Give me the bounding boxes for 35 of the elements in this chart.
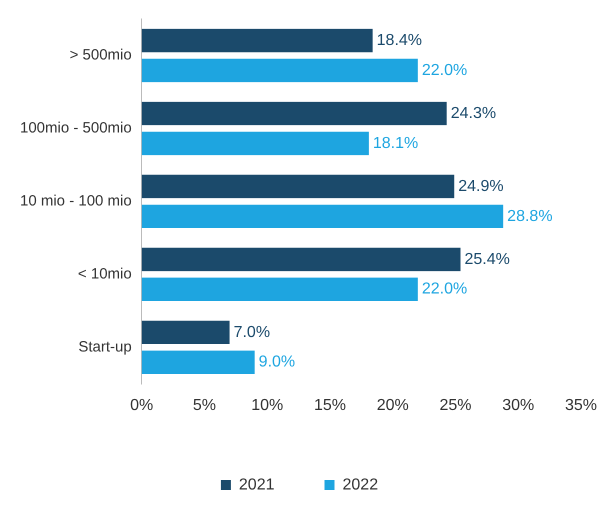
- x-tick-label: 30%: [502, 396, 534, 414]
- bar: [142, 350, 255, 374]
- x-tick-label: 10%: [251, 396, 284, 414]
- x-tick-label: 25%: [439, 396, 472, 414]
- data-label: 7.0%: [234, 324, 270, 341]
- data-label: 28.8%: [507, 208, 553, 225]
- data-label: 24.3%: [450, 104, 496, 122]
- bar: [142, 320, 230, 344]
- x-tick-label: 0%: [130, 396, 154, 414]
- data-label: 22.0%: [422, 62, 468, 79]
- data-label: 9.0%: [258, 354, 296, 371]
- x-tick-label: 15%: [314, 396, 346, 414]
- bar: [142, 28, 373, 52]
- y-tick-label: < 10mio: [78, 266, 132, 282]
- bar: [142, 102, 447, 126]
- bar: [142, 204, 504, 228]
- y-tick-label: > 500mio: [70, 46, 132, 64]
- bar: [142, 248, 461, 272]
- data-label: 25.4%: [464, 250, 510, 268]
- data-label: 18.1%: [372, 134, 418, 152]
- legend-label: 2022: [342, 476, 378, 494]
- bar: [142, 174, 454, 198]
- bar: [142, 278, 418, 301]
- data-label: 24.9%: [458, 178, 504, 195]
- bar: [142, 58, 418, 82]
- y-tick-label: Start-up: [78, 338, 132, 356]
- data-label: 22.0%: [422, 280, 468, 298]
- x-tick-label: 35%: [564, 396, 598, 414]
- y-tick-label: 10 mio - 100 mio: [20, 192, 132, 210]
- legend-label: 2021: [238, 476, 275, 494]
- y-tick-label: 100mio - 500mio: [20, 120, 132, 137]
- x-tick-label: 5%: [192, 396, 216, 414]
- bar: [142, 132, 369, 156]
- data-label: 18.4%: [376, 32, 422, 49]
- x-tick-label: 20%: [376, 396, 409, 414]
